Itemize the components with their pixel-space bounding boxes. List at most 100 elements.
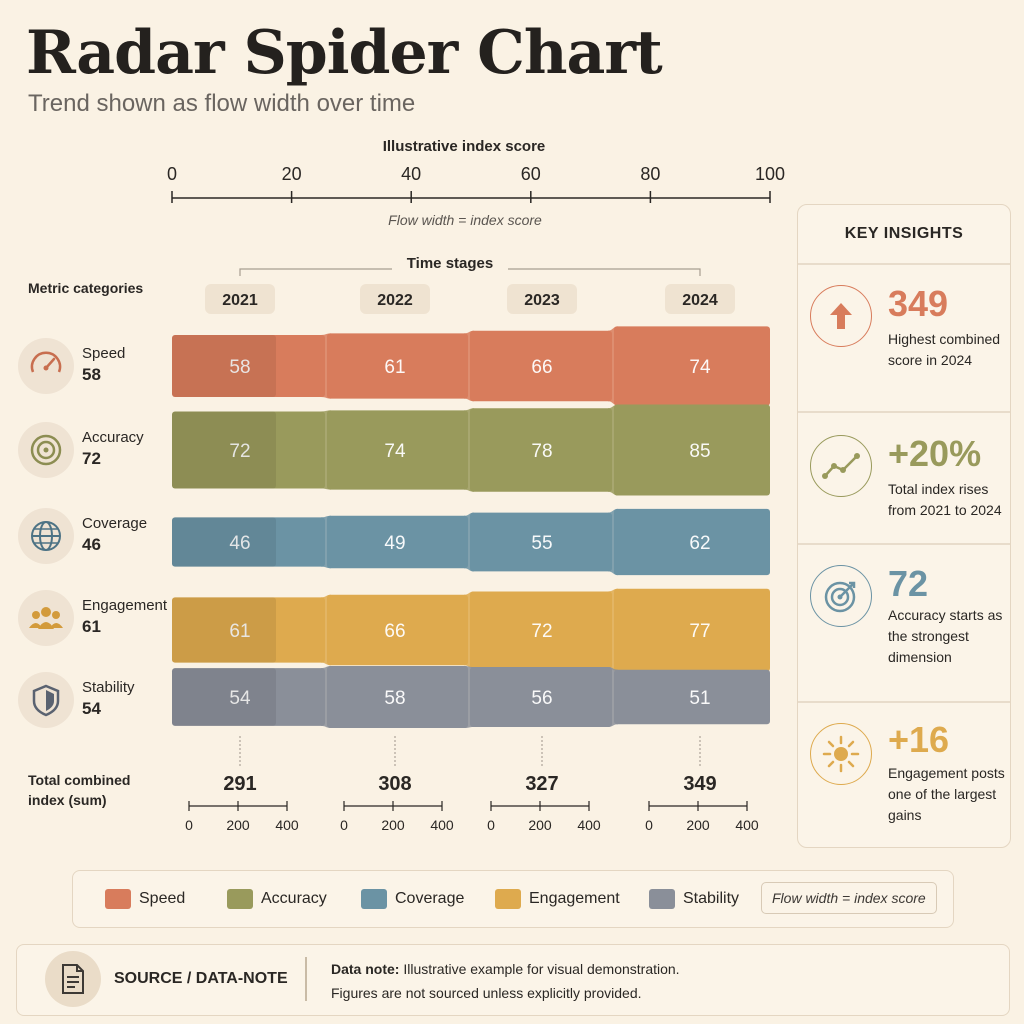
flow-value-label: 85 (689, 441, 710, 462)
legend-item-engagement: Engagement (495, 889, 620, 909)
source-note-line1: Data note: Illustrative example for visu… (331, 961, 680, 977)
flow-segment-speed (327, 333, 468, 399)
total-value: 349 (683, 773, 716, 795)
shield-fill (46, 690, 54, 711)
legend-note: Flow width = index score (761, 882, 937, 914)
arrow-up-icon (810, 285, 872, 347)
flow-value-label: 54 (229, 688, 251, 709)
mini-axis-label: 0 (340, 817, 348, 833)
source-note-box: SOURCE / DATA-NOTE Data note: Illustrati… (16, 944, 1010, 1016)
index-axis-note: Flow width = index score (388, 212, 542, 228)
mini-axis-label: 400 (577, 817, 601, 833)
document-icon (45, 951, 101, 1007)
metric-name-engagement: Engagement (82, 597, 168, 614)
speedometer-icon (30, 351, 62, 373)
year-chip (507, 284, 577, 314)
metric-name-stability: Stability (82, 679, 135, 696)
flow-segment-engagement (614, 588, 770, 672)
time-stages-bracket (239, 268, 701, 276)
totals-label-line2: index (sum) (28, 792, 107, 808)
flow-start-shade (172, 334, 276, 398)
source-note-line2: Figures are not sourced unless explicitl… (331, 985, 642, 1001)
flow-segment-coverage (614, 508, 770, 576)
insights-title: KEY INSIGHTS (844, 225, 964, 242)
mini-axis-label: 400 (735, 817, 759, 833)
mini-axis-label: 200 (686, 817, 710, 833)
legend: Speed Accuracy Coverage Engagement Stabi… (72, 870, 954, 928)
target-center (43, 447, 49, 453)
flow-value-label: 61 (384, 357, 405, 378)
insight-value: +20% (888, 433, 982, 474)
speedometer-hub (43, 365, 49, 371)
metric-start-value: 58 (82, 365, 101, 384)
mini-axis-label: 0 (185, 817, 193, 833)
year-label: 2024 (682, 292, 718, 309)
flow-value-label: 61 (229, 621, 250, 642)
page-subtitle: Trend shown as flow width over time (28, 90, 416, 117)
sun-icon (810, 723, 872, 785)
mini-axis-label: 0 (645, 817, 653, 833)
target-icon (810, 565, 872, 627)
index-tick-label: 100 (755, 164, 785, 184)
mini-axis-label: 200 (528, 817, 552, 833)
insights-divider (798, 411, 1010, 413)
flow-value-label: 55 (531, 533, 552, 554)
total-value: 327 (525, 773, 558, 795)
year-chip (360, 284, 430, 314)
flow-segment-accuracy (470, 408, 612, 492)
legend-label: Accuracy (261, 890, 327, 907)
total-value: 308 (378, 773, 411, 795)
insight-value: 349 (888, 283, 949, 324)
flow-start-shade (172, 517, 276, 567)
insight-value: +16 (888, 719, 950, 760)
flow-segment-engagement (172, 597, 325, 663)
insight-text: Accuracy starts as the strongest dimensi… (888, 607, 1003, 665)
legend-swatch (105, 889, 131, 909)
source-divider (305, 957, 307, 1001)
source-note-bold: Data note: (331, 961, 400, 977)
metric-start-value: 72 (82, 449, 101, 468)
insight-value: 72 (888, 563, 929, 604)
trend-line-icon (810, 435, 872, 497)
metric-name-speed: Speed (82, 345, 125, 362)
metric-categories-label: Metric categories (28, 280, 143, 296)
index-tick-label: 60 (521, 164, 541, 184)
legend-item-stability: Stability (649, 889, 739, 909)
target-icon (30, 434, 62, 466)
year-chip (205, 284, 275, 314)
year-label: 2022 (377, 292, 413, 309)
flow-segment-speed (172, 334, 325, 398)
legend-item-speed: Speed (105, 889, 185, 909)
year-chip (665, 284, 735, 314)
people-icon (41, 607, 51, 617)
flow-value-label: 78 (531, 441, 552, 462)
person-body (38, 622, 54, 629)
time-stages-label: Time stages (407, 255, 493, 272)
legend-swatch (227, 889, 253, 909)
index-tick-label: 40 (401, 164, 421, 184)
legend-label: Stability (683, 890, 740, 907)
flow-chart: Illustrative index score 0 20 40 60 80 100 Flow… (18, 138, 785, 833)
flow-segment-accuracy (327, 410, 468, 490)
metric-icon-circle (18, 590, 74, 646)
legend-label: Coverage (395, 890, 465, 907)
flow-segment-coverage (172, 517, 325, 567)
flow-value-label: 72 (531, 621, 552, 642)
flow-value-label: 74 (689, 357, 711, 378)
legend-swatch (361, 889, 387, 909)
insight-text: Total index rises from 2021 to 2024 (888, 481, 1002, 518)
flow-segment-accuracy (614, 404, 770, 496)
insight-text: Highest combined score in 2024 (888, 331, 1001, 368)
legend-swatch (495, 889, 521, 909)
flow-value-label: 66 (531, 357, 552, 378)
legend-item-accuracy: Accuracy (227, 889, 327, 909)
flow-segment-stability (470, 667, 612, 727)
mini-axis-label: 200 (226, 817, 250, 833)
total-value: 291 (223, 773, 256, 795)
person-head (52, 611, 60, 619)
flow-value-label: 72 (229, 441, 250, 462)
flow-segment-speed (470, 330, 612, 402)
flow-value-label: 62 (689, 533, 710, 554)
index-axis-title: Illustrative index score (383, 138, 546, 155)
flow-value-label: 74 (384, 441, 406, 462)
